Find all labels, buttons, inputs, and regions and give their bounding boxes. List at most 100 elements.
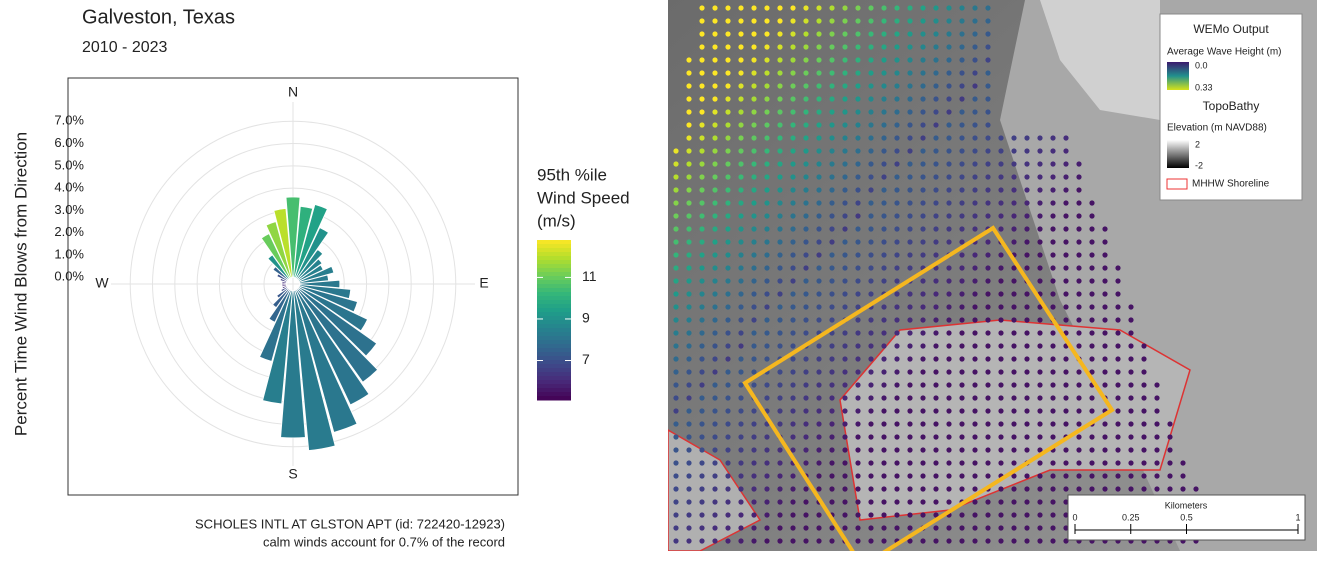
map-dot — [985, 96, 990, 101]
map-dot — [920, 18, 925, 23]
colorbar-slice — [537, 300, 571, 305]
map-dot — [881, 135, 886, 140]
map-dot — [868, 83, 873, 88]
map-dot — [699, 31, 704, 36]
map-dot — [803, 83, 808, 88]
map-dot — [959, 200, 964, 205]
map-dot — [725, 96, 730, 101]
map-dot — [1089, 278, 1094, 283]
map-dot — [673, 538, 678, 543]
map-dot — [751, 421, 756, 426]
map-dot — [985, 447, 990, 452]
map-dot — [907, 70, 912, 75]
map-dot — [959, 31, 964, 36]
map-dot — [998, 525, 1003, 530]
colorbar-slice — [537, 392, 571, 397]
map-dot — [1141, 395, 1146, 400]
map-dot — [1011, 421, 1016, 426]
map-dot — [907, 421, 912, 426]
map-dot — [829, 187, 834, 192]
map-dot — [881, 278, 886, 283]
map-dot — [816, 122, 821, 127]
map-dot — [946, 213, 951, 218]
map-dot — [1089, 356, 1094, 361]
map-dot — [881, 109, 886, 114]
map-dot — [933, 96, 938, 101]
map-dot — [790, 122, 795, 127]
map-dot — [868, 239, 873, 244]
map-dot — [777, 421, 782, 426]
map-dot — [1076, 226, 1081, 231]
map-dot — [1024, 304, 1029, 309]
map-dot — [1050, 486, 1055, 491]
map-dot — [998, 213, 1003, 218]
map-dot — [790, 83, 795, 88]
map-dot — [725, 473, 730, 478]
map-dot — [881, 122, 886, 127]
map-dot — [959, 265, 964, 270]
map-dot — [803, 499, 808, 504]
map-dot — [1115, 317, 1120, 322]
map-dot — [712, 369, 717, 374]
map-dot — [712, 291, 717, 296]
map-dot — [959, 96, 964, 101]
map-dot — [907, 135, 912, 140]
map-dot — [894, 265, 899, 270]
map-dot — [725, 434, 730, 439]
map-dot — [868, 343, 873, 348]
map-dot — [686, 369, 691, 374]
map-dot — [686, 200, 691, 205]
map-dot — [829, 499, 834, 504]
map-dot — [751, 525, 756, 530]
map-dot — [790, 304, 795, 309]
map-dot — [894, 512, 899, 517]
map-dot — [738, 213, 743, 218]
map-dot — [933, 70, 938, 75]
map-dot — [712, 447, 717, 452]
map-dot — [1050, 330, 1055, 335]
map-dot — [972, 278, 977, 283]
map-dot — [1024, 369, 1029, 374]
map-dot — [816, 57, 821, 62]
map-dot — [985, 109, 990, 114]
map-dot — [855, 161, 860, 166]
chart-title: Galveston, Texas — [82, 6, 235, 28]
map-dot — [816, 343, 821, 348]
map-dot — [868, 447, 873, 452]
map-dot — [842, 473, 847, 478]
map-dot — [1024, 473, 1029, 478]
map-dot — [803, 317, 808, 322]
map-dot — [894, 499, 899, 504]
map-dot — [985, 421, 990, 426]
map-dot — [764, 395, 769, 400]
map-dot — [803, 200, 808, 205]
map-dot — [1011, 161, 1016, 166]
map-dot — [868, 70, 873, 75]
map-dot — [816, 395, 821, 400]
map-dot — [907, 291, 912, 296]
map-dot — [920, 421, 925, 426]
map-dot — [829, 57, 834, 62]
map-dot — [1011, 434, 1016, 439]
map-dot — [764, 512, 769, 517]
map-dot — [946, 473, 951, 478]
map-dot — [946, 226, 951, 231]
map-dot — [972, 161, 977, 166]
map-dot — [1076, 473, 1081, 478]
map-dot — [790, 278, 795, 283]
map-dot — [842, 512, 847, 517]
map-dot — [1024, 239, 1029, 244]
map-dot — [777, 499, 782, 504]
map-dot — [933, 239, 938, 244]
map-dot — [699, 434, 704, 439]
map-dot — [725, 291, 730, 296]
map-dot — [894, 174, 899, 179]
map-dot — [673, 174, 678, 179]
colorbar-slice — [537, 332, 571, 337]
map-dot — [972, 460, 977, 465]
map-dot — [1076, 200, 1081, 205]
legend-title: WEMo Output — [1193, 22, 1269, 36]
map-dot — [1076, 174, 1081, 179]
map-dot — [1037, 499, 1042, 504]
map-dot — [1037, 421, 1042, 426]
